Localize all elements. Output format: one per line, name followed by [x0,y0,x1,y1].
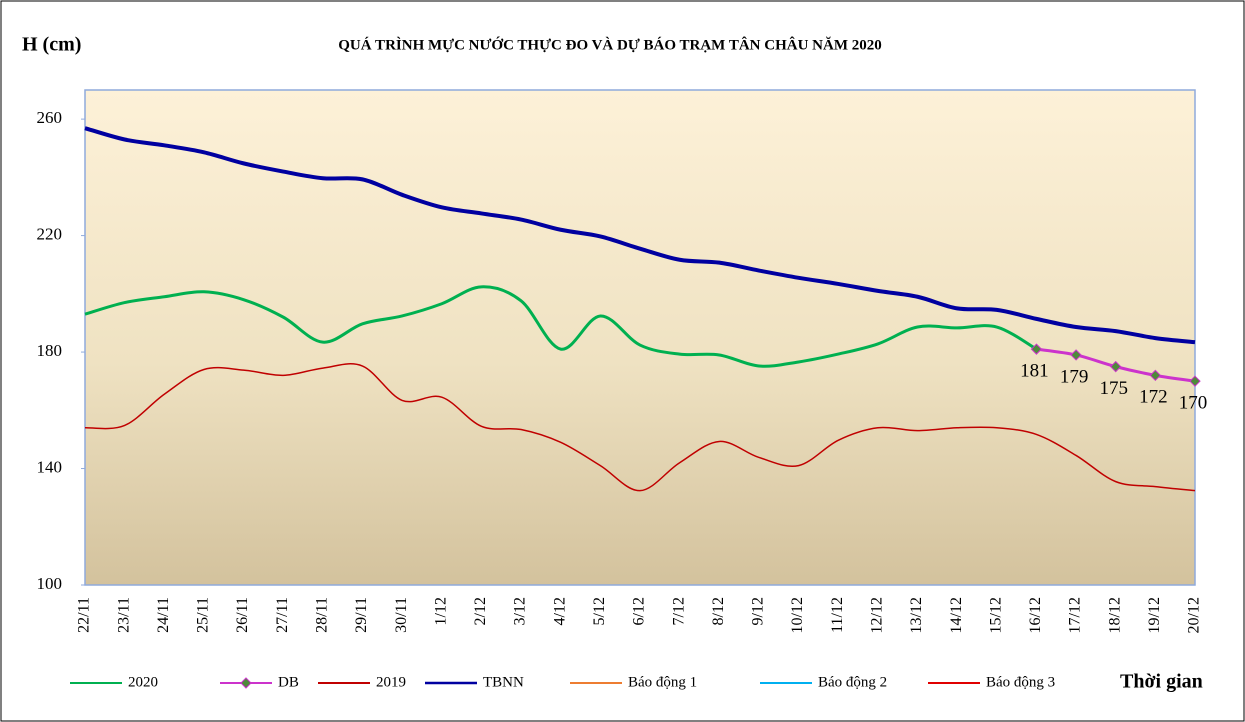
x-tick-label: 9/12 [750,597,767,625]
x-tick-label: 11/12 [829,597,846,633]
x-tick-label: 8/12 [710,597,727,625]
x-tick-label: 23/11 [115,597,132,633]
x-tick-label: 28/11 [314,597,331,633]
x-tick-label: 19/12 [1146,597,1163,633]
x-tick-label: 16/12 [1027,597,1044,633]
data-label: 172 [1139,387,1168,408]
data-label: 175 [1099,378,1128,399]
x-tick-label: 4/12 [551,597,568,625]
y-tick-label: 180 [37,341,63,360]
x-tick-label: 30/11 [393,597,410,633]
legend-label: DB [278,674,299,690]
x-tick-label: 12/12 [869,597,886,633]
chart-title: QUÁ TRÌNH MỰC NƯỚC THỰC ĐO VÀ DỰ BÁO TRẠ… [338,36,881,53]
legend-label: 2019 [376,674,406,690]
x-tick-label: 10/12 [789,597,806,633]
x-tick-label: 6/12 [631,597,648,625]
y-tick-label: 260 [37,108,63,127]
x-tick-label: 18/12 [1106,597,1123,633]
marker [1030,343,1043,355]
legend-label: Báo động 2 [818,674,887,690]
legend-label: Báo động 3 [986,674,1055,690]
x-tick-label: 15/12 [987,597,1004,633]
x-tick-label: 17/12 [1067,597,1084,633]
marker [1189,375,1201,387]
x-tick-label: 26/11 [234,597,251,633]
legend-label: TBNN [483,674,524,690]
y-axis-label: H (cm) [22,34,81,56]
x-tick-label: 25/11 [195,597,212,633]
series-line [84,126,1196,345]
series-line [84,363,1196,492]
y-tick-label: 220 [37,224,63,243]
marker [1070,349,1082,361]
y-tick-label: 100 [37,574,63,593]
y-tick-label: 140 [37,457,63,476]
x-tick-label: 27/11 [274,597,291,633]
data-label: 170 [1179,393,1208,414]
x-tick-label: 24/11 [155,597,172,633]
x-tick-label: 14/12 [948,597,965,633]
x-tick-label: 13/12 [908,597,925,633]
x-tick-label: 1/12 [432,597,449,625]
data-label: 181 [1020,361,1049,382]
x-tick-label: 5/12 [591,597,608,625]
series-line [84,285,1038,368]
marker [1110,360,1122,373]
legend-marker [240,677,252,689]
marker [1149,369,1162,382]
x-tick-label: 22/11 [76,597,93,633]
x-tick-label: 29/11 [353,597,370,633]
data-label: 179 [1060,366,1089,387]
legend-label: 2020 [128,674,158,690]
x-tick-label: 7/12 [670,597,687,625]
x-tick-label: 3/12 [512,597,529,625]
x-tick-label: 20/12 [1186,597,1203,633]
legend-label: Báo động 1 [628,674,697,690]
x-axis-label: Thời gian [1120,671,1203,693]
plot-area [84,89,1196,586]
x-tick-label: 2/12 [472,597,489,625]
